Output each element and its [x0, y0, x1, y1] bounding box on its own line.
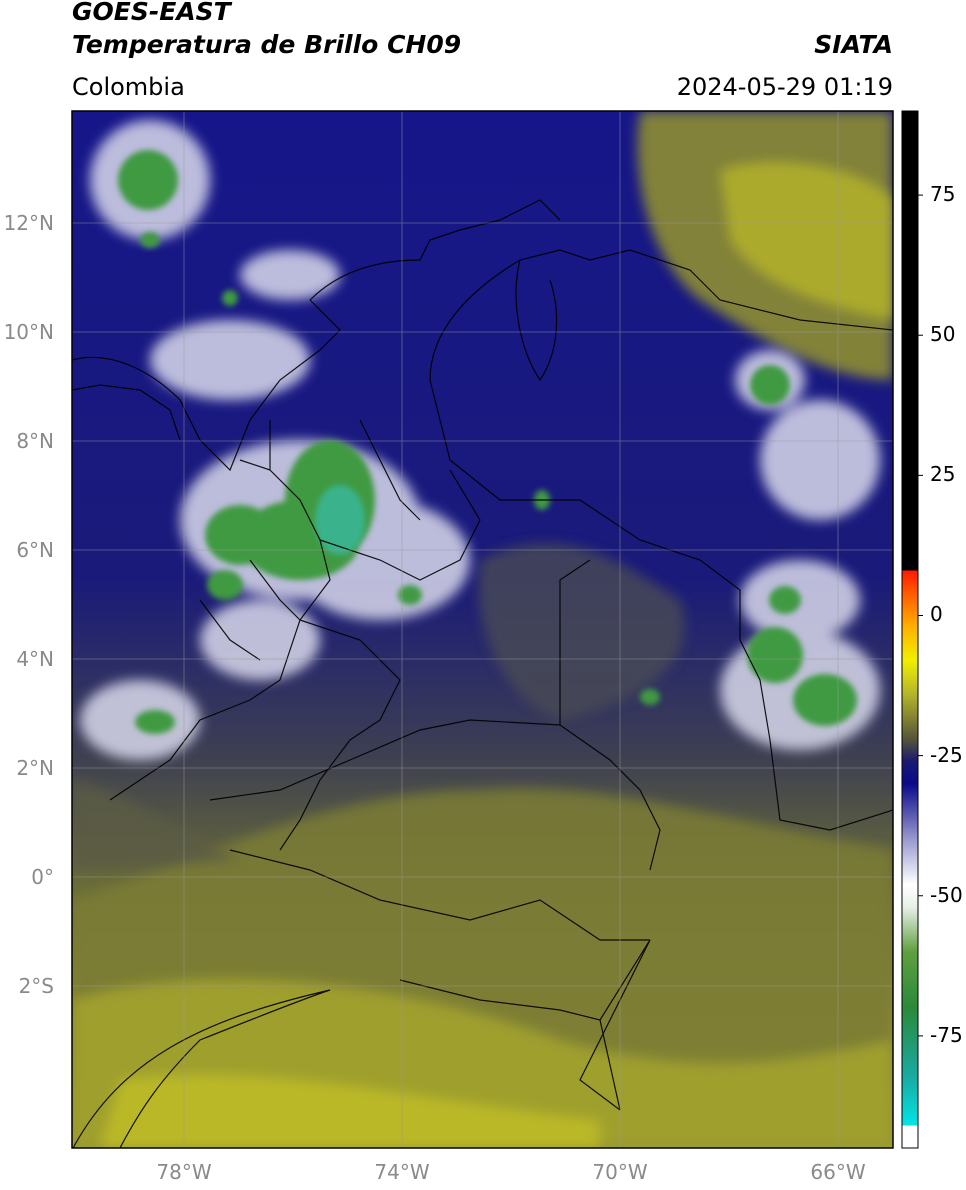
lon-label-74W: 74°W	[374, 1160, 430, 1184]
colorbar-ticks	[918, 194, 923, 1037]
lon-label-70W: 70°W	[592, 1160, 648, 1184]
lat-label-6N: 6°N	[16, 538, 54, 562]
colorbar-tick-label: -75	[930, 1022, 963, 1047]
colorbar	[901, 110, 919, 1149]
lat-label-0: 0°	[31, 865, 54, 889]
lat-label-12N: 12°N	[3, 211, 54, 235]
colorbar-tick-label: -50	[930, 882, 963, 907]
lat-label-8N: 8°N	[16, 429, 54, 453]
lon-label-66W: 66°W	[810, 1160, 866, 1184]
lat-label-2N: 2°N	[16, 756, 54, 780]
colorbar-tick-label: 25	[930, 462, 956, 487]
colorbar-tick-label: 75	[930, 182, 956, 207]
lat-label-2S: 2°S	[18, 974, 54, 998]
product-title: Temperatura de Brillo CH09	[72, 30, 462, 59]
graticule	[72, 111, 893, 1148]
map-frame	[71, 110, 894, 1149]
colorbar-tick-label: -25	[930, 742, 963, 767]
satellite-title: GOES-EAST	[72, 0, 231, 26]
imagery-layer	[72, 111, 893, 1148]
lon-label-78W: 78°W	[156, 1160, 212, 1184]
datetime-label: 2024-05-29 01:19	[676, 73, 893, 101]
colorbar-tick-label: 50	[930, 322, 956, 347]
region-label: Colombia	[72, 73, 185, 101]
lat-label-4N: 4°N	[16, 647, 54, 671]
organization-label: SIATA	[814, 30, 893, 59]
colorbar-tick-label: 0	[930, 602, 943, 627]
lat-label-10N: 10°N	[3, 320, 54, 344]
